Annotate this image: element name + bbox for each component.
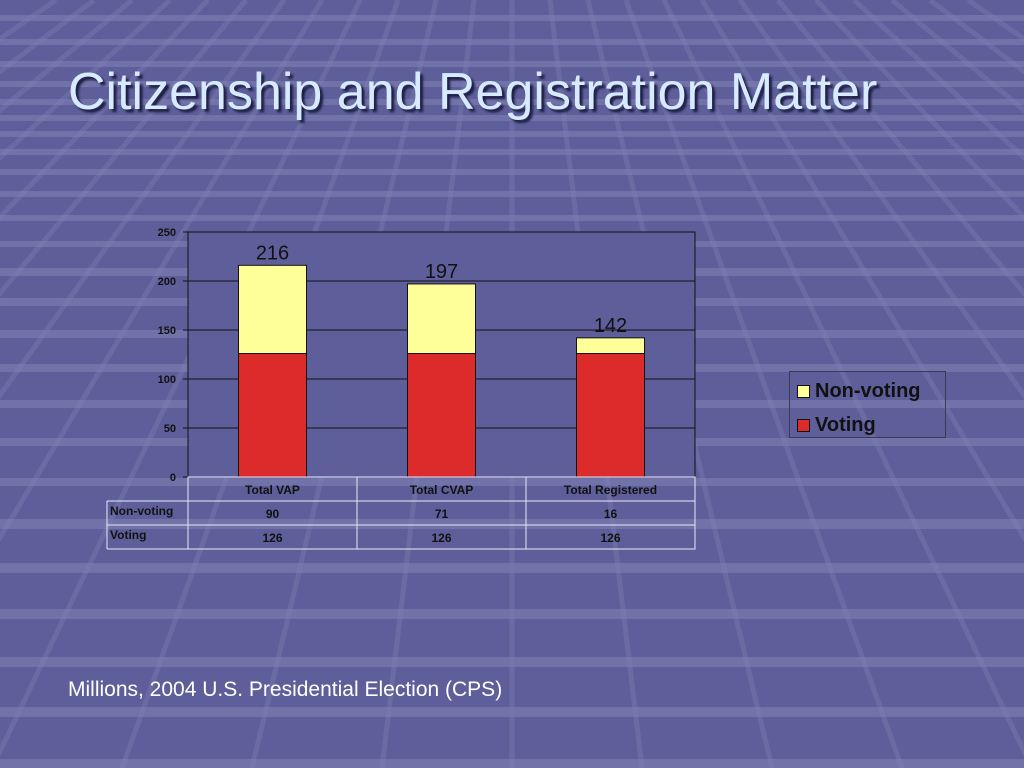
bar-non-voting-total-cvap: [407, 283, 476, 355]
data-table-cell: 126: [431, 531, 451, 545]
x-category-label: Total CVAP: [410, 483, 474, 497]
bar-non-voting-total-registered: [576, 337, 645, 355]
x-category-label: Total VAP: [245, 483, 300, 497]
bg-grid-vertical: [737, 0, 1024, 400]
legend-swatch-voting: [797, 419, 810, 432]
bg-grid-vertical: [0, 0, 287, 400]
bar-voting-total-registered: [576, 353, 645, 478]
y-tick-label: 100: [158, 374, 176, 386]
bg-grid-vertical: [661, 0, 1024, 758]
bg-grid-vertical: [776, 0, 1024, 298]
y-tick-label: 200: [158, 276, 176, 288]
legend-label-non-voting: Non-voting: [815, 380, 921, 402]
legend-item-voting: Voting: [797, 414, 876, 437]
data-table-cell: 90: [266, 507, 280, 521]
total-data-label: 197: [425, 261, 458, 283]
slide-title: Citizenship and Registration Matter: [68, 63, 878, 121]
y-tick-label: 150: [158, 325, 176, 337]
bg-grid-vertical: [852, 0, 1024, 162]
data-table-cell: 16: [604, 507, 618, 521]
bg-grid-vertical: [0, 0, 210, 221]
x-category-label: Total Registered: [564, 483, 657, 497]
bg-grid-vertical: [623, 0, 905, 768]
y-tick-label: 0: [170, 472, 176, 484]
y-tick-label: 50: [164, 423, 176, 435]
bg-grid-vertical: [0, 0, 363, 758]
data-table-cell: 126: [262, 531, 282, 545]
bg-grid-vertical: [0, 0, 248, 298]
bg-grid-vertical: [0, 0, 172, 162]
chart-caption: Millions, 2004 U.S. Presidential Electio…: [68, 678, 503, 701]
bg-grid-vertical: [699, 0, 1024, 543]
bg-grid-vertical: [0, 0, 325, 543]
y-tick-label: 250: [158, 227, 176, 239]
bg-grid-vertical: [814, 0, 1024, 221]
data-table-cell: 71: [435, 507, 449, 521]
legend-label-voting: Voting: [815, 414, 876, 436]
chart-legend: Non-voting Voting: [789, 371, 946, 438]
total-data-label: 216: [256, 242, 289, 264]
bar-non-voting-total-vap: [238, 264, 307, 355]
data-table-cell: 126: [600, 531, 620, 545]
data-table-row-label: Voting: [110, 528, 146, 542]
total-data-label: 142: [594, 315, 627, 337]
bar-voting-total-cvap: [407, 353, 476, 478]
legend-item-non-voting: Non-voting: [797, 380, 921, 403]
bar-voting-total-vap: [238, 353, 307, 478]
data-table-row-label: Non-voting: [110, 504, 173, 518]
legend-swatch-non-voting: [797, 385, 810, 398]
